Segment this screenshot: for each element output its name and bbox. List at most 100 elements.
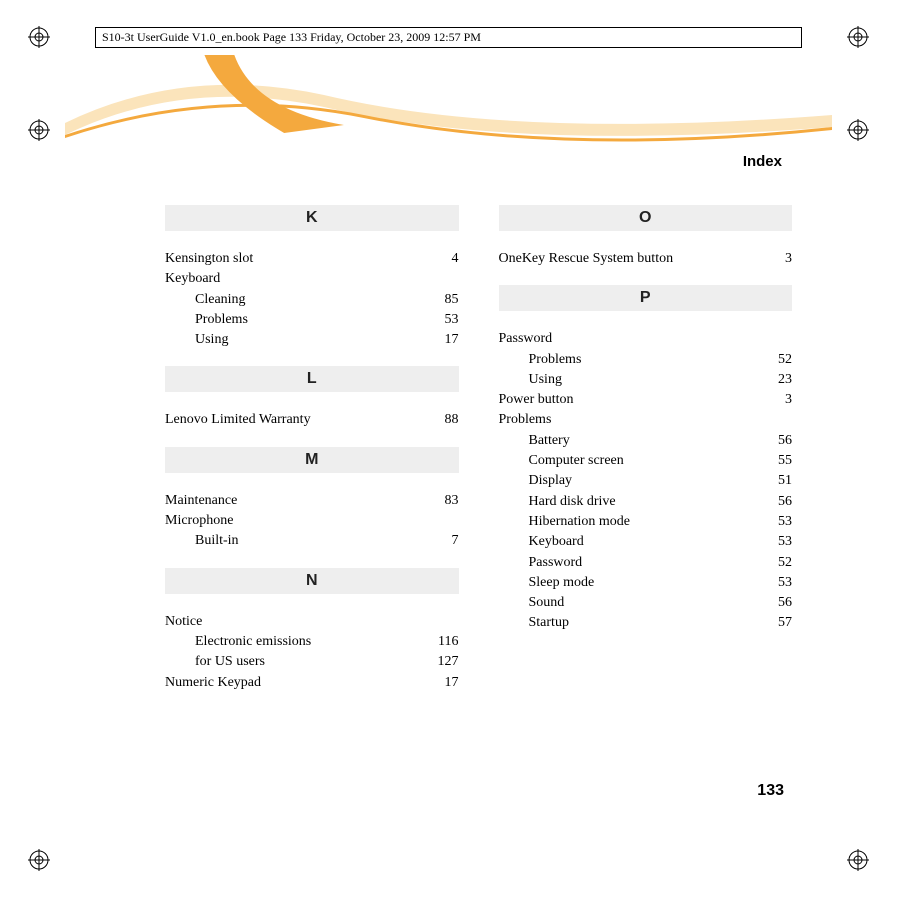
index-entry-page: 51: [778, 471, 792, 491]
index-subentry: Using 23: [499, 370, 793, 390]
crop-mark-bl: [28, 849, 50, 871]
index-entry-label: Electronic emissions: [195, 632, 311, 652]
index-entry-page: 53: [445, 310, 459, 330]
pdf-header-text: S10-3t UserGuide V1.0_en.book Page 133 F…: [102, 30, 481, 45]
index-entry-page: 52: [778, 350, 792, 370]
index-entry-label: Password: [529, 553, 583, 573]
index-subentry: Electronic emissions 116: [165, 632, 459, 652]
index-entry-label: Problems: [195, 310, 248, 330]
index-subentry: Battery 56: [499, 431, 793, 451]
crop-mark-tr: [847, 26, 869, 48]
index-entry-label: Hard disk drive: [529, 492, 616, 512]
index-subentry: Display 51: [499, 471, 793, 491]
index-entry-page: 56: [778, 593, 792, 613]
index-entry-label: Problems: [499, 410, 552, 430]
section-title: Index: [743, 153, 782, 170]
index-entry-label: Cleaning: [195, 290, 246, 310]
index-entry-page: 17: [445, 673, 459, 693]
index-entry-page: 52: [778, 553, 792, 573]
index-entry-page: 56: [778, 431, 792, 451]
index-entry-page: 53: [778, 512, 792, 532]
index-entry-label: Notice: [165, 612, 202, 632]
index-entry: Power button 3: [499, 390, 793, 410]
index-entry: Keyboard: [165, 269, 459, 289]
index-entry-label: Hibernation mode: [529, 512, 630, 532]
index-subentry: for US users 127: [165, 652, 459, 672]
index-entry-page: 3: [785, 249, 792, 269]
index-entry-page: 55: [778, 451, 792, 471]
index-entry-label: for US users: [195, 652, 265, 672]
page-number: 133: [757, 782, 784, 800]
index-subentry: Problems 53: [165, 310, 459, 330]
index-entry-page: 116: [438, 632, 458, 652]
index-entry: Lenovo Limited Warranty 88: [165, 410, 459, 430]
index-entry-page: 53: [778, 573, 792, 593]
index-column-left: KKensington slot 4KeyboardCleaning 85Pro…: [165, 205, 459, 693]
index-entry-page: 17: [445, 330, 459, 350]
index-entry-label: OneKey Rescue System button: [499, 249, 674, 269]
index-entry-page: 3: [785, 390, 792, 410]
index-entry-label: Using: [529, 370, 562, 390]
index-entry-page: 57: [778, 613, 792, 633]
index-entry-label: Using: [195, 330, 228, 350]
index-letter: K: [165, 205, 459, 231]
index-entry: OneKey Rescue System button 3: [499, 249, 793, 269]
index-entry-label: Maintenance: [165, 491, 237, 511]
index-subentry: Built-in 7: [165, 531, 459, 551]
index-subentry: Password 52: [499, 553, 793, 573]
index-entry-label: Problems: [529, 350, 582, 370]
index-entry-page: 7: [452, 531, 459, 551]
index-entry: Problems: [499, 410, 793, 430]
index-content: KKensington slot 4KeyboardCleaning 85Pro…: [165, 205, 792, 693]
index-letter: N: [165, 568, 459, 594]
index-entry-page: 53: [778, 532, 792, 552]
index-entry-label: Microphone: [165, 511, 233, 531]
pdf-header-bar: S10-3t UserGuide V1.0_en.book Page 133 F…: [95, 27, 802, 48]
index-entry-page: 4: [452, 249, 459, 269]
index-entry-page: 85: [445, 290, 459, 310]
index-entry: Password: [499, 329, 793, 349]
index-letter: O: [499, 205, 793, 231]
index-subentry: Cleaning 85: [165, 290, 459, 310]
index-subentry: Hibernation mode 53: [499, 512, 793, 532]
index-entry-label: Startup: [529, 613, 569, 633]
index-letter: M: [165, 447, 459, 473]
index-subentry: Hard disk drive 56: [499, 492, 793, 512]
index-entry: Numeric Keypad 17: [165, 673, 459, 693]
index-subentry: Problems 52: [499, 350, 793, 370]
index-entry: Kensington slot 4: [165, 249, 459, 269]
page-area: Index KKensington slot 4KeyboardCleaning…: [65, 55, 832, 842]
index-letter: L: [165, 366, 459, 392]
crop-mark-br: [847, 849, 869, 871]
side-mark-right: [847, 119, 869, 141]
index-entry-label: Display: [529, 471, 573, 491]
header-wave: [65, 55, 832, 185]
index-entry: Microphone: [165, 511, 459, 531]
index-entry-label: Sleep mode: [529, 573, 595, 593]
index-subentry: Sound 56: [499, 593, 793, 613]
index-subentry: Sleep mode 53: [499, 573, 793, 593]
index-subentry: Computer screen 55: [499, 451, 793, 471]
index-subentry: Using 17: [165, 330, 459, 350]
index-entry-label: Kensington slot: [165, 249, 253, 269]
crop-mark-tl: [28, 26, 50, 48]
index-entry-label: Keyboard: [529, 532, 584, 552]
index-entry-label: Battery: [529, 431, 570, 451]
index-entry-label: Built-in: [195, 531, 239, 551]
index-column-right: OOneKey Rescue System button 3PPasswordP…: [499, 205, 793, 693]
index-entry-label: Keyboard: [165, 269, 220, 289]
index-entry-label: Password: [499, 329, 553, 349]
index-entry-page: 56: [778, 492, 792, 512]
index-subentry: Startup 57: [499, 613, 793, 633]
index-entry-label: Lenovo Limited Warranty: [165, 410, 311, 430]
index-letter: P: [499, 285, 793, 311]
index-entry: Maintenance 83: [165, 491, 459, 511]
index-subentry: Keyboard 53: [499, 532, 793, 552]
index-entry-page: 88: [445, 410, 459, 430]
index-entry-label: Power button: [499, 390, 574, 410]
side-mark-left: [28, 119, 50, 141]
index-entry-page: 23: [778, 370, 792, 390]
index-entry-label: Sound: [529, 593, 565, 613]
index-entry-page: 127: [438, 652, 459, 672]
index-entry-label: Computer screen: [529, 451, 624, 471]
